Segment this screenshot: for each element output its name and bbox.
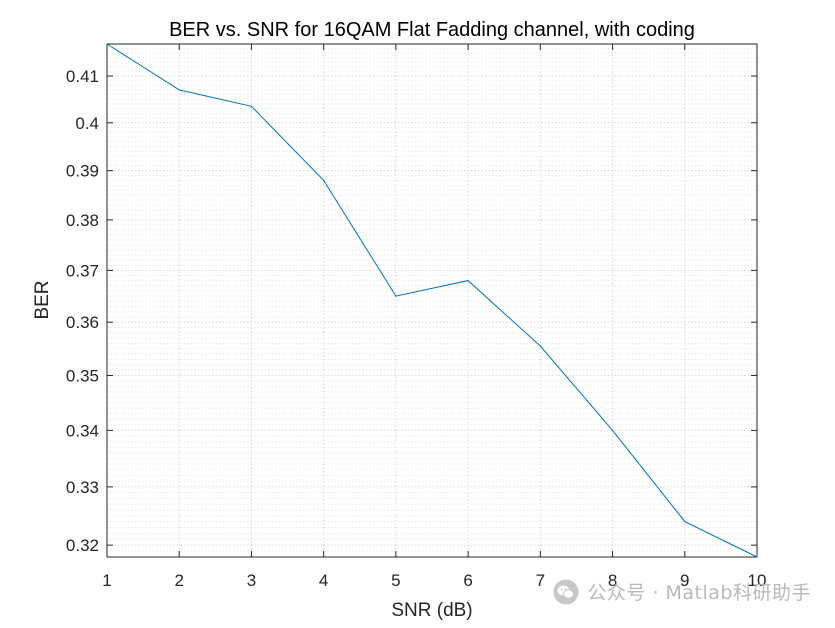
plot-area-background <box>107 44 757 557</box>
y-axis-tick-labels: 0.32 0.33 0.34 0.35 0.36 0.37 0.38 0.39 0.4 0.41 <box>66 67 99 555</box>
data-point <box>106 43 108 45</box>
wechat-icon <box>553 579 579 604</box>
data-point <box>178 89 180 91</box>
x-tick-label: 1 <box>102 571 111 590</box>
y-tick-label: 0.33 <box>66 478 99 497</box>
y-tick-label: 0.35 <box>66 367 99 386</box>
watermark-text: 公众号 · Matlab科研助手 <box>587 582 811 604</box>
x-tick-label: 6 <box>463 571 472 590</box>
series-layer <box>106 43 758 558</box>
data-point <box>684 521 686 523</box>
watermark: 公众号 · Matlab科研助手 <box>553 578 811 605</box>
chart-title: BER vs. SNR for 16QAM Flat Fadding chann… <box>169 19 695 41</box>
series-line <box>106 43 758 558</box>
data-point <box>467 279 469 282</box>
x-tick-label: 4 <box>319 571 328 590</box>
y-axis-label: BER <box>32 280 53 319</box>
x-axis-ticks <box>106 44 758 557</box>
y-tick-label: 0.41 <box>66 67 99 86</box>
data-point <box>323 179 325 182</box>
y-tick-label: 0.34 <box>66 421 99 440</box>
x-tick-label: 10 <box>748 571 767 590</box>
x-tick-label: 2 <box>174 571 183 590</box>
y-tick-label: 0.37 <box>66 261 99 280</box>
data-point <box>250 105 253 107</box>
y-tick-label: 0.39 <box>66 162 99 181</box>
data-point <box>756 556 758 558</box>
x-tick-label: 5 <box>391 571 400 590</box>
y-tick-label: 0.32 <box>66 536 99 555</box>
x-tick-label: 9 <box>680 571 689 590</box>
data-point <box>395 295 397 297</box>
y-tick-label: 0.4 <box>75 114 99 133</box>
x-axis-label: SNR (dB) <box>391 600 472 621</box>
y-tick-label: 0.36 <box>66 313 99 332</box>
y-tick-label: 0.38 <box>66 211 99 230</box>
plot-area-frame <box>106 43 758 558</box>
x-tick-label: 7 <box>536 571 545 590</box>
data-point <box>539 345 541 347</box>
x-tick-label: 8 <box>608 571 617 590</box>
x-tick-label: 3 <box>247 571 256 590</box>
y-axis-ticks <box>107 75 757 546</box>
x-axis-tick-labels: 1 2 3 4 5 6 7 8 9 10 <box>102 571 766 590</box>
data-point <box>611 429 614 431</box>
